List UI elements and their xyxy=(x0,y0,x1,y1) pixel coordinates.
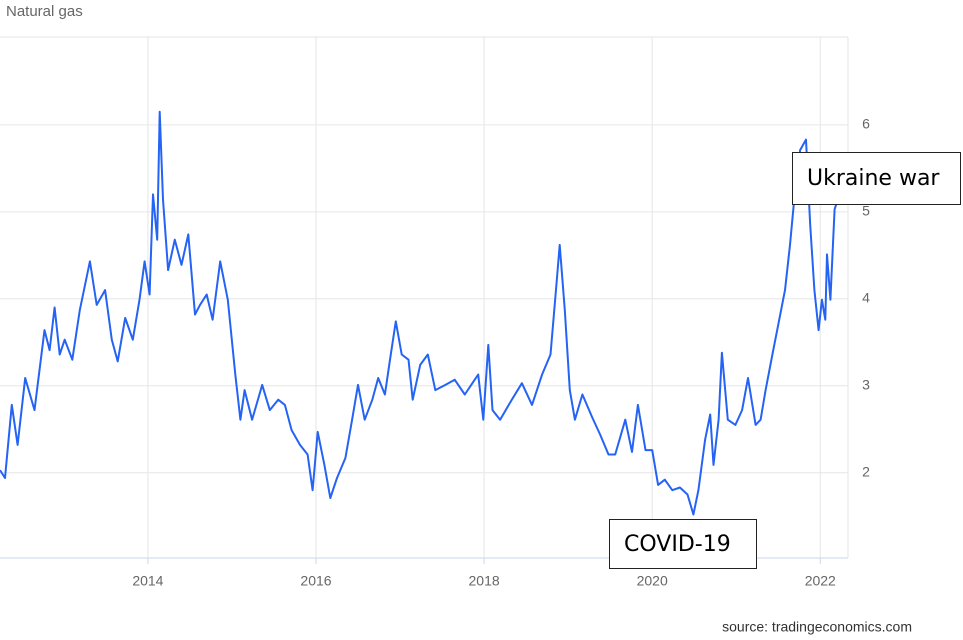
x-tick-label: 2020 xyxy=(637,573,668,589)
y-tick-label: 5 xyxy=(862,203,870,219)
y-tick-label: 6 xyxy=(862,116,870,132)
line xyxy=(0,110,839,516)
annotation: COVID-19 xyxy=(609,519,757,569)
source: source: tradingeconomics.com xyxy=(722,619,912,635)
y-tick-label: 4 xyxy=(862,290,870,306)
chart-title: Natural gas xyxy=(6,3,83,20)
y-tick-label: 3 xyxy=(862,376,870,392)
x-tick-label: 2018 xyxy=(469,573,500,589)
x-tick-label: 2016 xyxy=(300,573,331,589)
x-tick-label: 2014 xyxy=(132,573,163,589)
x-tick-label: 2022 xyxy=(805,573,836,589)
y-tick-label: 2 xyxy=(862,463,870,479)
annotation: Ukraine war xyxy=(792,152,961,205)
